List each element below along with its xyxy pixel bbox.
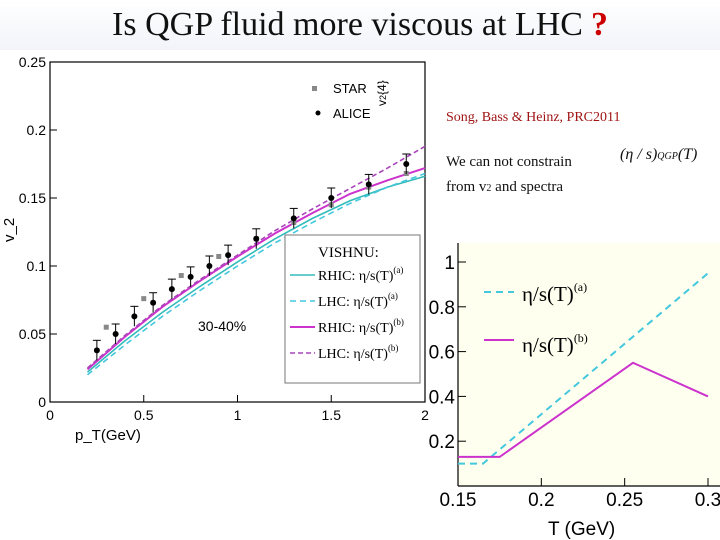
eta-s-y-tick-label: 0.4 [429,387,456,408]
v2-series-line [87,172,426,376]
alice-data-point [150,299,157,306]
eta-s-formula: (η / s)QGP(T) [620,146,698,163]
eta-s-b-legend-label: η/s(T)(b) [522,331,588,357]
v2-y-tick-label: 0.25 [19,54,46,70]
alice-data-point [93,347,100,354]
star-data-point [178,273,184,279]
citation: Song, Bass & Heinz, PRC2011 [446,110,621,125]
eta-s-y-tick-label: 1 [444,253,455,274]
alice-data-point [290,215,297,222]
vishnu-legend-label: RHIC: η/s(T)(b) [318,317,404,336]
eta-s-x-tick-label: 0.25 [606,490,643,511]
title-band [0,0,720,50]
v2-x-tick-label: 0 [46,407,54,423]
star-data-point [216,253,222,259]
vishnu-legend-header: VISHNU: [318,245,379,261]
eta-s-x-tick-label: 0.15 [440,490,477,511]
alice-legend-marker [315,110,321,116]
note-line-2: from v2 and spectra [446,179,564,195]
alice-data-point [403,161,410,167]
eta-s-y-tick-label: 0.8 [429,298,455,319]
v2-y-axis-label: v_2 [1,218,18,242]
v2-chart: 0 0.5 1 1.5 2 0 0.05 0.1 0.15 0.2 0.25 p_T(GeV) v_… [1,54,429,444]
alice-data-point [225,252,232,259]
alice-data-point [168,286,175,293]
eta-s-y-tick-label: 0.2 [429,432,455,453]
eta-s-series-line [458,361,709,458]
eta-s-chart: 0.15 0.2 0.25 0.3 0.2 0.4 0.6 0.8 1 T (GeV) η/s(… [429,243,720,540]
alice-data-point [131,313,138,320]
alice-data-point [187,273,194,280]
v2-x-axis-label: p_T(GeV) [75,427,141,444]
alice-legend-label: ALICE [333,106,371,121]
title-question-mark: ? [590,6,608,43]
v2-x-tick-label: 2 [421,407,429,423]
star-legend-marker [312,86,317,91]
star-legend-label: STAR [333,81,367,96]
eta-s-a-legend-label: η/s(T)(a) [522,280,587,306]
eta-s-legend: η/s(T)(a) η/s(T)(b) [484,280,588,357]
alice-data-point [253,235,260,242]
eta-s-x-tick-label: 0.2 [528,490,554,511]
star-data-point [103,324,109,330]
vishnu-legend-label: RHIC: η/s(T)(a) [318,265,403,284]
alice-data-point [328,195,335,201]
v2-x-tick-label: 0.5 [134,407,154,423]
note-line-1: We can not constrain [446,154,572,170]
eta-s-y-tick-label: 0.6 [429,343,455,364]
alice-data-point [365,181,372,188]
eta-s-plot-bg [458,243,720,486]
centrality-label: 30-40% [198,318,246,334]
v2-y-tick-label: 0.1 [27,258,47,274]
star-data-point [141,296,147,302]
v2-x-tick-label: 1 [234,407,242,423]
v2-legend-label: v2{4} [375,80,389,106]
constraint-note: We can not constrain from v2 and spectra [446,150,572,201]
eta-s-x-tick-label: 0.3 [695,490,720,511]
data-legend: STAR ALICE v2{4} [312,80,389,121]
vishnu-legend-label: LHC: η/s(T)(b) [318,343,398,362]
alice-data-point [206,263,213,269]
v2-x-tick-label: 1.5 [322,407,342,423]
vishnu-legend-label: LHC: η/s(T)(a) [318,291,398,310]
v2-y-tick-label: 0 [38,394,46,410]
alice-data-point [112,331,119,337]
vishnu-legend: VISHNU: RHIC: η/s(T)(a) LHC: η/s(T)(a) RHI… [284,234,421,384]
vishnu-legend-box [284,234,421,384]
eta-s-series-line [458,272,709,465]
slide-title: Is QGP fluid more viscous at LHC? [0,6,720,44]
v2-y-tick-label: 0.15 [19,190,46,206]
title-text: Is QGP fluid more viscous at LHC [112,6,583,43]
v2-y-tick-label: 0.2 [27,122,47,138]
eta-s-x-axis-label: T (GeV) [548,519,615,540]
v2-y-tick-label: 0.05 [19,326,46,342]
